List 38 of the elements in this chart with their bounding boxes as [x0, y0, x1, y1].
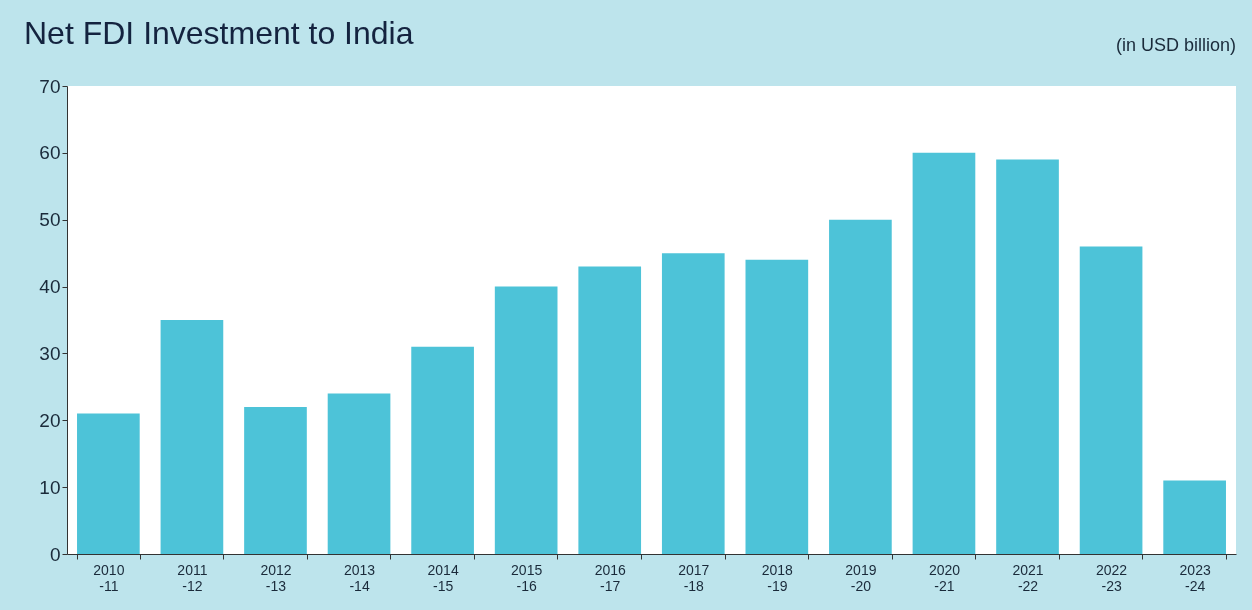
- y-tick-label: 60: [39, 142, 61, 164]
- x-tick-label: 2019 -20: [845, 561, 877, 594]
- bar: [494, 286, 558, 554]
- x-tick-label: 2017 -18: [678, 561, 710, 594]
- y-tick-label: 20: [39, 409, 61, 431]
- x-tick-label: 2021 -22: [1012, 561, 1044, 594]
- x-tick-label: 2022 -23: [1096, 561, 1128, 594]
- y-tick-label: 10: [39, 476, 61, 498]
- bar: [578, 266, 642, 554]
- x-tick-label: 2010 -11: [93, 561, 125, 594]
- bar: [745, 259, 809, 554]
- x-tick-label: 2012 -13: [260, 561, 292, 594]
- chart-title: Net FDI Investment to India: [24, 15, 414, 51]
- bar: [912, 152, 976, 554]
- bar: [661, 253, 725, 554]
- x-tick-label: 2011 -12: [177, 561, 208, 594]
- y-tick-label: 70: [39, 75, 61, 97]
- x-tick-label: 2015 -16: [511, 561, 543, 594]
- bar: [327, 393, 391, 554]
- bar: [411, 346, 474, 554]
- x-tick-label: 2020 -21: [928, 561, 961, 594]
- x-tick-label: 2013 -14: [343, 561, 376, 594]
- x-tick-label: 2016 -17: [594, 561, 626, 594]
- x-tick-label: 2018 -19: [761, 561, 794, 594]
- x-tick-label: 2023 -24: [1179, 561, 1211, 594]
- x-tick-label: 2014 -15: [427, 561, 459, 594]
- bar: [1079, 246, 1143, 554]
- bar: [996, 159, 1059, 554]
- bar: [1163, 480, 1226, 554]
- y-tick-label: 50: [39, 209, 61, 231]
- y-tick-label: 30: [39, 342, 61, 364]
- bar: [77, 413, 140, 554]
- bar: [829, 219, 892, 554]
- chart-subtitle: (in USD billion): [1115, 35, 1236, 55]
- bar: [160, 320, 224, 554]
- y-tick-label: 40: [39, 276, 61, 298]
- bar: [244, 406, 307, 554]
- y-tick-label: 0: [49, 543, 61, 565]
